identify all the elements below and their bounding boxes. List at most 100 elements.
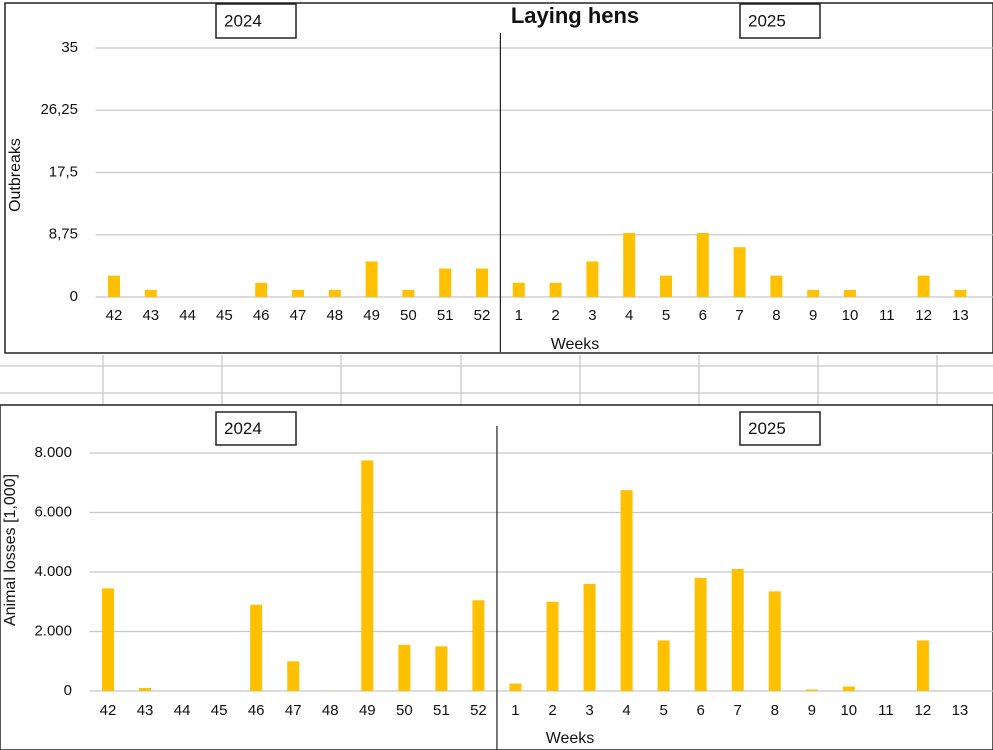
x-tick-label: 12 <box>915 307 932 324</box>
bar <box>361 460 374 691</box>
x-tick-label: 43 <box>142 307 159 324</box>
x-tick-label: 12 <box>915 702 932 719</box>
y-tick-label: 26,25 <box>40 101 78 118</box>
x-tick-label: 9 <box>808 702 816 719</box>
bar <box>954 289 967 297</box>
bar <box>623 232 636 297</box>
bar <box>102 588 115 691</box>
x-tick-label: 11 <box>878 702 894 719</box>
x-tick-label: 8 <box>772 307 780 324</box>
year-label: 2025 <box>748 11 786 30</box>
x-tick-label: 45 <box>216 307 233 324</box>
bar <box>292 289 304 297</box>
bar <box>842 686 855 691</box>
x-tick-label: 51 <box>437 307 454 324</box>
x-tick-label: 11 <box>879 307 895 324</box>
x-tick-label: 43 <box>137 702 154 719</box>
x-axis-label: Weeks <box>551 336 600 353</box>
year-label: 2024 <box>224 11 262 30</box>
x-tick-label: 10 <box>840 702 857 719</box>
y-axis-label: Animal losses [1,000] <box>2 474 19 626</box>
y-tick-label: 8,75 <box>49 226 78 243</box>
bar <box>546 601 559 691</box>
x-tick-label: 50 <box>396 702 413 719</box>
bar <box>917 275 930 297</box>
x-tick-label: 45 <box>211 702 228 719</box>
x-tick-label: 4 <box>625 307 633 324</box>
bar <box>398 644 411 691</box>
bar <box>586 261 599 297</box>
bar <box>694 577 707 691</box>
x-tick-label: 6 <box>696 702 704 719</box>
chart-title: Laying hens <box>511 3 639 28</box>
bar <box>439 268 452 297</box>
y-tick-label: 8.000 <box>34 444 72 461</box>
spreadsheet-grid <box>0 355 993 405</box>
bar <box>657 640 670 691</box>
year-box <box>215 411 297 446</box>
x-tick-label: 13 <box>952 307 969 324</box>
x-tick-label: 51 <box>433 702 450 719</box>
x-tick-label: 7 <box>735 307 743 324</box>
x-tick-label: 10 <box>842 307 859 324</box>
x-tick-label: 3 <box>588 307 596 324</box>
x-tick-label: 49 <box>359 702 376 719</box>
x-tick-label: 42 <box>106 307 123 324</box>
bar <box>402 289 415 297</box>
bar <box>144 289 157 297</box>
bar <box>733 247 746 297</box>
bar <box>255 282 268 297</box>
x-tick-label: 4 <box>622 702 630 719</box>
chart-frame <box>4 2 993 354</box>
y-tick-label: 35 <box>61 39 78 56</box>
x-tick-label: 42 <box>100 702 117 719</box>
y-tick-label: 2.000 <box>34 622 72 639</box>
bar <box>916 640 929 691</box>
x-tick-label: 5 <box>659 702 667 719</box>
bar <box>472 600 485 691</box>
bar <box>328 289 341 297</box>
bar <box>583 583 596 691</box>
year-label: 2024 <box>224 419 262 438</box>
y-tick-label: 0 <box>64 682 72 699</box>
x-tick-label: 3 <box>585 702 593 719</box>
bar <box>731 569 744 691</box>
bar <box>287 661 300 691</box>
y-tick-label: 17,5 <box>49 163 78 180</box>
bar <box>476 268 488 297</box>
x-tick-label: 47 <box>285 702 302 719</box>
x-tick-label: 13 <box>952 702 969 719</box>
bar <box>365 261 378 297</box>
x-tick-label: 48 <box>322 702 339 719</box>
x-tick-label: 2 <box>548 702 556 719</box>
bar <box>549 282 562 297</box>
y-tick-label: 6.000 <box>34 503 72 520</box>
year-box <box>739 3 821 39</box>
y-tick-label: 0 <box>70 288 78 305</box>
bar <box>620 490 633 691</box>
x-tick-label: 52 <box>474 307 491 324</box>
x-tick-label: 48 <box>326 307 343 324</box>
x-tick-label: 8 <box>771 702 779 719</box>
y-tick-label: 4.000 <box>34 563 72 580</box>
bar <box>250 604 263 691</box>
x-tick-label: 50 <box>400 307 417 324</box>
x-tick-label: 5 <box>662 307 670 324</box>
x-tick-label: 46 <box>253 307 270 324</box>
bar <box>435 646 448 691</box>
bar <box>805 689 818 691</box>
x-tick-label: 44 <box>179 307 196 324</box>
bar <box>108 275 120 297</box>
bar <box>807 289 820 297</box>
year-box <box>739 411 821 446</box>
year-label: 2025 <box>748 419 786 438</box>
x-tick-label: 46 <box>248 702 265 719</box>
x-tick-label: 44 <box>174 702 191 719</box>
bar <box>844 289 856 297</box>
x-tick-label: 2 <box>551 307 559 324</box>
bar <box>768 591 781 691</box>
